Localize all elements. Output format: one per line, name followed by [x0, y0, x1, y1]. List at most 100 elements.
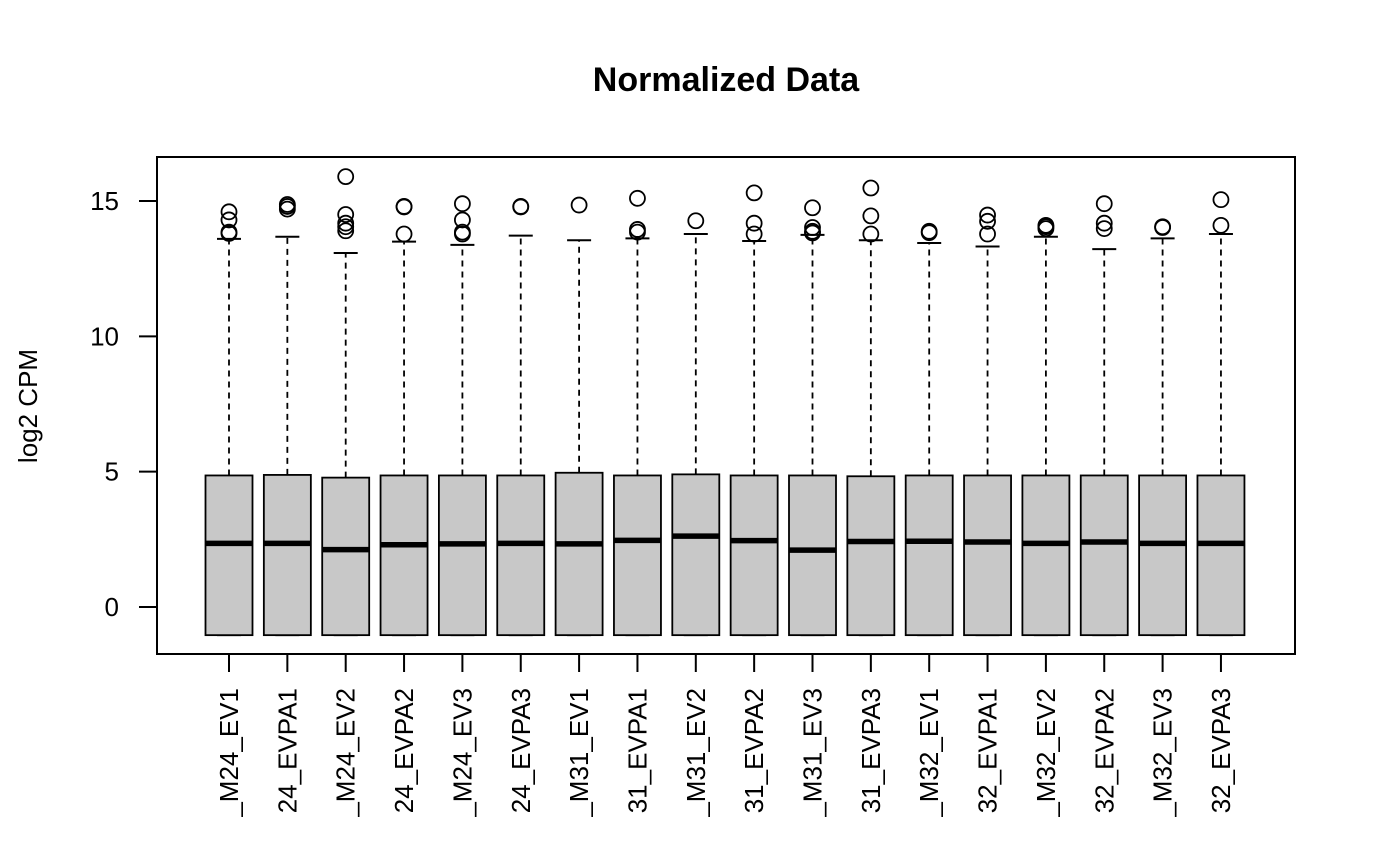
outlier-point [979, 225, 996, 243]
iqr-box [1079, 474, 1129, 637]
outlier-point [804, 199, 821, 217]
chart-title: Normalized Data [593, 61, 860, 99]
x-tick-label: 24_EVPA3 [506, 688, 536, 813]
iqr-box [379, 474, 429, 637]
outlier-point [1212, 191, 1230, 209]
outlier-point [745, 214, 763, 232]
outlier-point [337, 168, 355, 186]
iqr-box [846, 475, 896, 637]
outlier-point [453, 211, 471, 229]
boxes [204, 168, 1246, 637]
x-tick-label: _M32_EV2 [1031, 688, 1061, 818]
iqr-box [262, 474, 312, 637]
box-2 [262, 196, 312, 637]
outlier-point [687, 212, 705, 230]
y-axis-label: log2 CPM [13, 349, 43, 463]
x-tick-label: _M32_EV3 [1148, 688, 1178, 818]
outlier-point [629, 221, 646, 238]
outlier-point [1095, 195, 1113, 213]
iqr-box [788, 474, 837, 637]
x-axis: _M24_EV1 24_EVPA1 _M24_EV2 24_EVPA2 _M24_EV3… [214, 653, 1236, 818]
outlier-point [804, 219, 821, 236]
x-tick-label: 32_EVPA1 [973, 688, 1003, 813]
outlier-point [512, 198, 530, 215]
x-tick-label: _M32_EV1 [914, 688, 944, 818]
y-tick-label: 15 [90, 186, 119, 216]
x-tick-label: 31_EVPA1 [622, 688, 652, 813]
outlier-point [453, 223, 471, 241]
box-18 [1196, 191, 1246, 637]
iqr-box [1138, 474, 1187, 637]
outlier-point [278, 196, 296, 213]
box-15 [1021, 216, 1071, 637]
outlier-point [220, 223, 238, 241]
iqr-box [729, 474, 779, 637]
iqr-box [671, 473, 721, 637]
outlier-point [337, 222, 355, 240]
iqr-box [554, 471, 604, 637]
outlier-point [745, 225, 763, 243]
iqr-box [1196, 474, 1246, 637]
outlier-point [1037, 216, 1055, 234]
outlier-point [920, 222, 938, 240]
x-tick-label: _M24_EV3 [447, 688, 477, 818]
x-tick-label: 24_EVPA2 [389, 688, 419, 813]
box-8 [613, 189, 662, 637]
x-tick-label: _M31_EV3 [798, 688, 828, 818]
outlier-point [337, 206, 355, 223]
outlier-point [1095, 220, 1113, 238]
outlier-point [745, 184, 763, 202]
outlier-point [1095, 214, 1113, 232]
iqr-box [321, 476, 371, 637]
outlier-point [862, 179, 880, 197]
outlier-point [1154, 218, 1171, 236]
x-tick-label: 32_EVPA3 [1206, 688, 1236, 813]
outlier-point [395, 198, 413, 215]
outlier-point [570, 196, 588, 214]
iqr-box [613, 474, 662, 637]
box-6 [496, 198, 546, 637]
x-tick-label: 31_EVPA2 [739, 688, 769, 813]
y-tick-label: 10 [90, 321, 119, 351]
y-tick-label: 5 [105, 457, 119, 487]
box-12 [846, 179, 896, 637]
iqr-box [904, 474, 954, 637]
outlier-point [1212, 216, 1230, 234]
x-tick-label: _M24_EV1 [214, 688, 244, 818]
x-tick-label: _M31_EV1 [564, 688, 594, 818]
box-17 [1138, 218, 1187, 637]
outlier-point [979, 212, 996, 230]
iqr-box [437, 474, 487, 637]
outlier-point [629, 189, 646, 207]
outlier-point [979, 206, 996, 224]
outlier-point [337, 214, 355, 232]
box-4 [379, 198, 429, 637]
box-16 [1079, 195, 1129, 637]
iqr-box [963, 474, 1012, 637]
box-13 [904, 222, 954, 637]
x-tick-label: _M24_EV2 [331, 688, 361, 818]
x-tick-label: _M31_EV2 [681, 688, 711, 818]
outlier-point [220, 203, 238, 221]
box-1 [204, 203, 254, 637]
y-tick-label: 0 [105, 592, 119, 622]
x-tick-label: 31_EVPA3 [856, 688, 886, 813]
iqr-box [204, 474, 254, 637]
box-7 [554, 196, 604, 637]
box-3 [321, 168, 371, 637]
outlier-point [453, 195, 471, 213]
box-14 [963, 206, 1012, 637]
iqr-box [496, 474, 546, 637]
outlier-point [862, 207, 880, 225]
outlier-point [220, 211, 238, 229]
iqr-box [1021, 474, 1071, 637]
x-tick-label: 24_EVPA1 [272, 688, 302, 813]
box-9 [671, 212, 721, 637]
x-tick-label: 32_EVPA2 [1089, 688, 1119, 813]
outlier-point [862, 225, 880, 243]
outlier-point [804, 222, 821, 240]
box-11 [788, 199, 837, 637]
outlier-point [395, 225, 413, 243]
